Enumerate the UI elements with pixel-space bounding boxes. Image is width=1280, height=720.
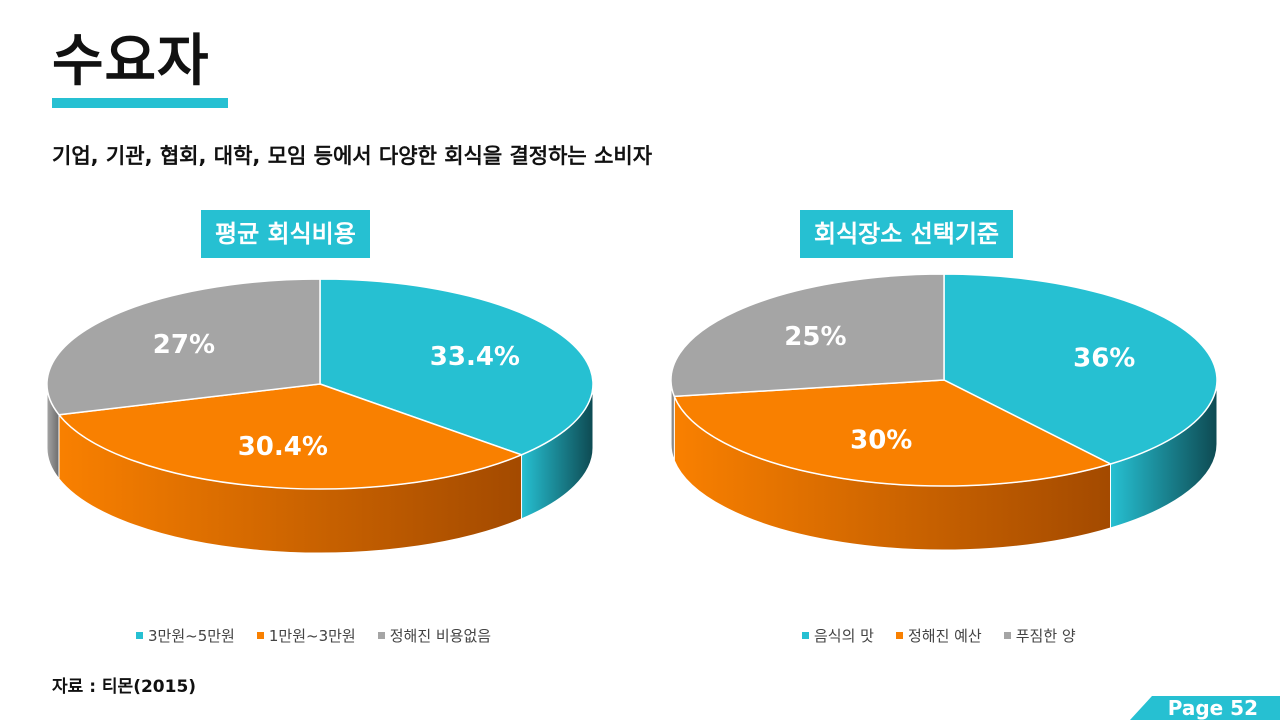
legend-label: 1만원~3만원 xyxy=(268,626,356,645)
legend-label: 음식의 맛 xyxy=(814,626,874,645)
source-note: 자료 : 티몬(2015) xyxy=(52,677,197,697)
pie-data-label: 30% xyxy=(850,426,912,456)
pie-slice xyxy=(670,273,945,398)
pie-slice xyxy=(57,383,524,490)
legend-swatch xyxy=(1003,631,1011,639)
legend-label: 푸짐한 양 xyxy=(1015,626,1076,645)
legend-label: 정해진 예산 xyxy=(907,626,982,645)
pie-data-label: 25% xyxy=(784,322,846,352)
pie-data-label: 27% xyxy=(153,330,215,360)
legend-swatch xyxy=(256,631,264,639)
legend-swatch xyxy=(802,631,809,639)
pie-data-label: 30.4% xyxy=(238,432,328,462)
pie-slice xyxy=(319,278,594,456)
page-number-badge: Page 52 xyxy=(1130,696,1280,720)
legend-item: 푸짐한 양 xyxy=(1003,624,1076,646)
title-underline xyxy=(52,98,228,108)
legend-item: 음식의 맛 xyxy=(802,624,874,646)
legend-label: 3만원~5만원 xyxy=(148,626,235,645)
pie-slice xyxy=(943,273,1218,465)
legend-label: 정해진 비용없음 xyxy=(389,626,492,645)
chart-title-right: 회식장소 선택기준 xyxy=(800,210,1013,258)
legend-left: 3만원~5만원 1만원~3만원 정해진 비용없음 xyxy=(136,624,491,646)
pie-data-label: 33.4% xyxy=(430,342,520,372)
pie-chart-1: 33.4% 30.4% 27% xyxy=(46,278,594,554)
page-title: 수요자 xyxy=(52,29,210,94)
pie-data-label: 36% xyxy=(1073,343,1135,373)
chart-title-left: 평균 회식비용 xyxy=(201,210,370,258)
pie-slice xyxy=(673,379,1113,487)
legend-swatch xyxy=(136,631,143,639)
legend-item: 1만원~3만원 xyxy=(256,624,356,646)
page-subtitle: 기업, 기관, 협회, 대학, 모임 등에서 다양한 회식을 결정하는 소비자 xyxy=(52,144,653,168)
pie-chart-2: 36% 30% 25% xyxy=(670,273,1218,551)
legend-item: 정해진 예산 xyxy=(895,624,982,646)
legend-right: 음식의 맛 정해진 예산 푸짐한 양 xyxy=(802,624,1076,646)
page-number: Page 52 xyxy=(1167,696,1258,720)
pie-slice xyxy=(46,278,321,416)
legend-item: 3만원~5만원 xyxy=(136,624,235,646)
legend-swatch xyxy=(895,631,903,639)
legend-item: 정해진 비용없음 xyxy=(377,624,492,646)
legend-swatch xyxy=(377,631,385,639)
